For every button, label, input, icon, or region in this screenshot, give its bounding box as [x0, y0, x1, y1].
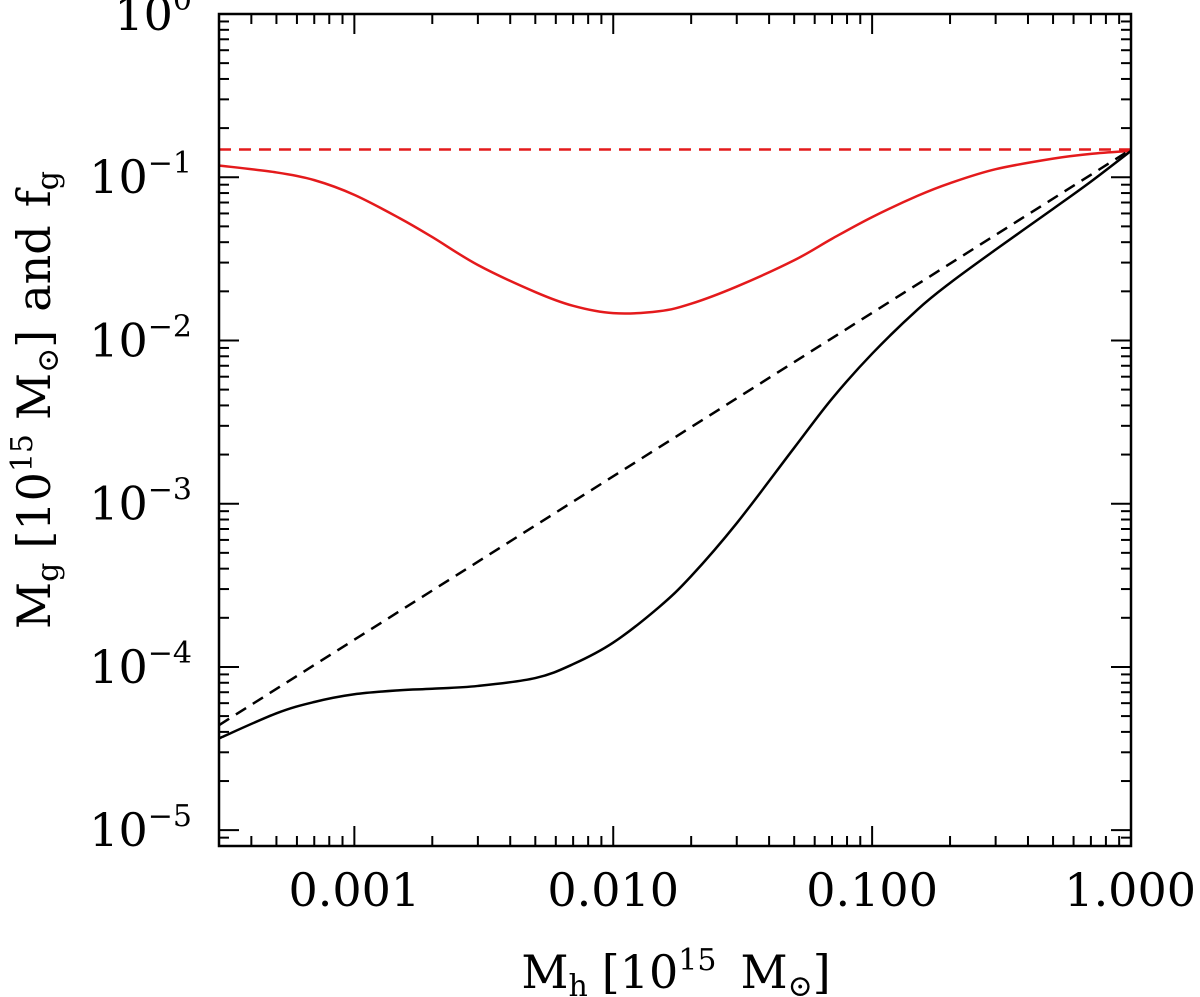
x-tick-label: 0.100 [806, 863, 938, 917]
minor-ticks [218, 14, 1131, 847]
x-axis-title: Mh [1015 M⊙] [521, 943, 830, 997]
series-line-1 [218, 149, 1132, 315]
y-tick-labels: 10−5 10−4 10−3 10−2 10−1 100 [89, 0, 192, 857]
series-line-4 [218, 149, 1132, 740]
y-tick-label: 100 [114, 0, 192, 41]
plot-frame [217, 12, 1133, 848]
y-tick-label: 10−3 [89, 473, 192, 531]
x-tick-label: 1.000 [1064, 863, 1196, 917]
y-tick-label: 10−1 [89, 146, 192, 204]
x-tick-labels: 0.001 0.010 0.100 1.000 [289, 863, 1196, 917]
series-layer [218, 148, 1132, 740]
series-line-3 [218, 148, 1132, 727]
y-tick-label: 10−4 [89, 636, 192, 694]
y-tick-label: 10−2 [89, 309, 192, 367]
y-axis-title: Mg[1015M⊙]andfg [5, 171, 66, 629]
y-tick-label: 10−5 [89, 799, 192, 857]
x-tick-label: 0.001 [289, 863, 421, 917]
major-ticks [219, 13, 1132, 846]
x-tick-label: 0.010 [547, 863, 679, 917]
